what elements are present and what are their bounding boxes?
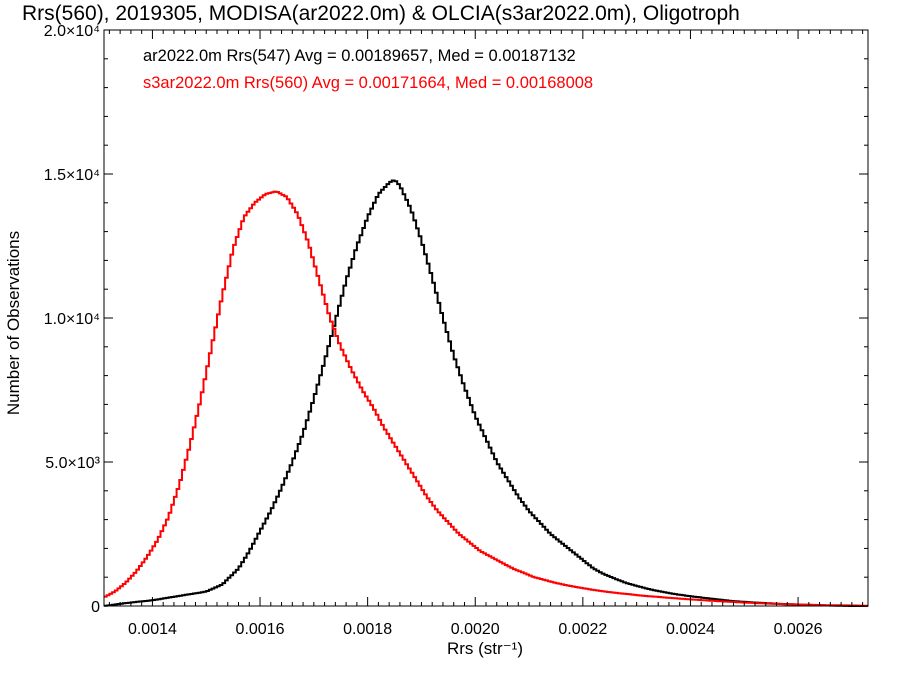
x-tick-label: 0.0014 (128, 621, 177, 638)
chart-title: Rrs(560), 2019305, MODISA(ar2022.0m) & O… (22, 2, 740, 25)
ticks-layer: 0.0014 0.0016 0.0018 0.0020 0.0022 0.0024 0.00… (44, 23, 868, 638)
x-tick-label: 0.0016 (236, 621, 285, 638)
plot-frame (103, 29, 869, 607)
legend-entry-2: s3ar2022.0m Rrs(560) Avg = 0.00171664, M… (143, 74, 593, 92)
y-tick-label: 2.0×10⁴ (44, 23, 100, 40)
x-tick-label: 0.0022 (558, 621, 607, 638)
series-line-1 (104, 179, 868, 607)
series-line-2 (104, 190, 868, 607)
x-tick-label: 0.0024 (666, 621, 715, 638)
y-tick-label: 0 (91, 599, 100, 616)
y-axis-label-group: Number of Observations (4, 231, 23, 415)
legend-entry-1: ar2022.0m Rrs(547) Avg = 0.00189657, Med… (143, 47, 576, 65)
x-tick-label: 0.0020 (451, 621, 500, 638)
y-tick-label: 5.0×10³ (45, 455, 100, 472)
x-tick-label: 0.0018 (343, 621, 392, 638)
x-tick-label: 0.0026 (774, 621, 823, 638)
legend: ar2022.0m Rrs(547) Avg = 0.00189657, Med… (143, 47, 593, 92)
y-tick-label: 1.0×10⁴ (44, 311, 100, 328)
x-axis-label: Rrs (str⁻¹) (447, 639, 523, 658)
series-layer (104, 179, 868, 607)
y-tick-label: 1.5×10⁴ (44, 167, 100, 184)
y-axis-label: Number of Observations (4, 231, 23, 415)
